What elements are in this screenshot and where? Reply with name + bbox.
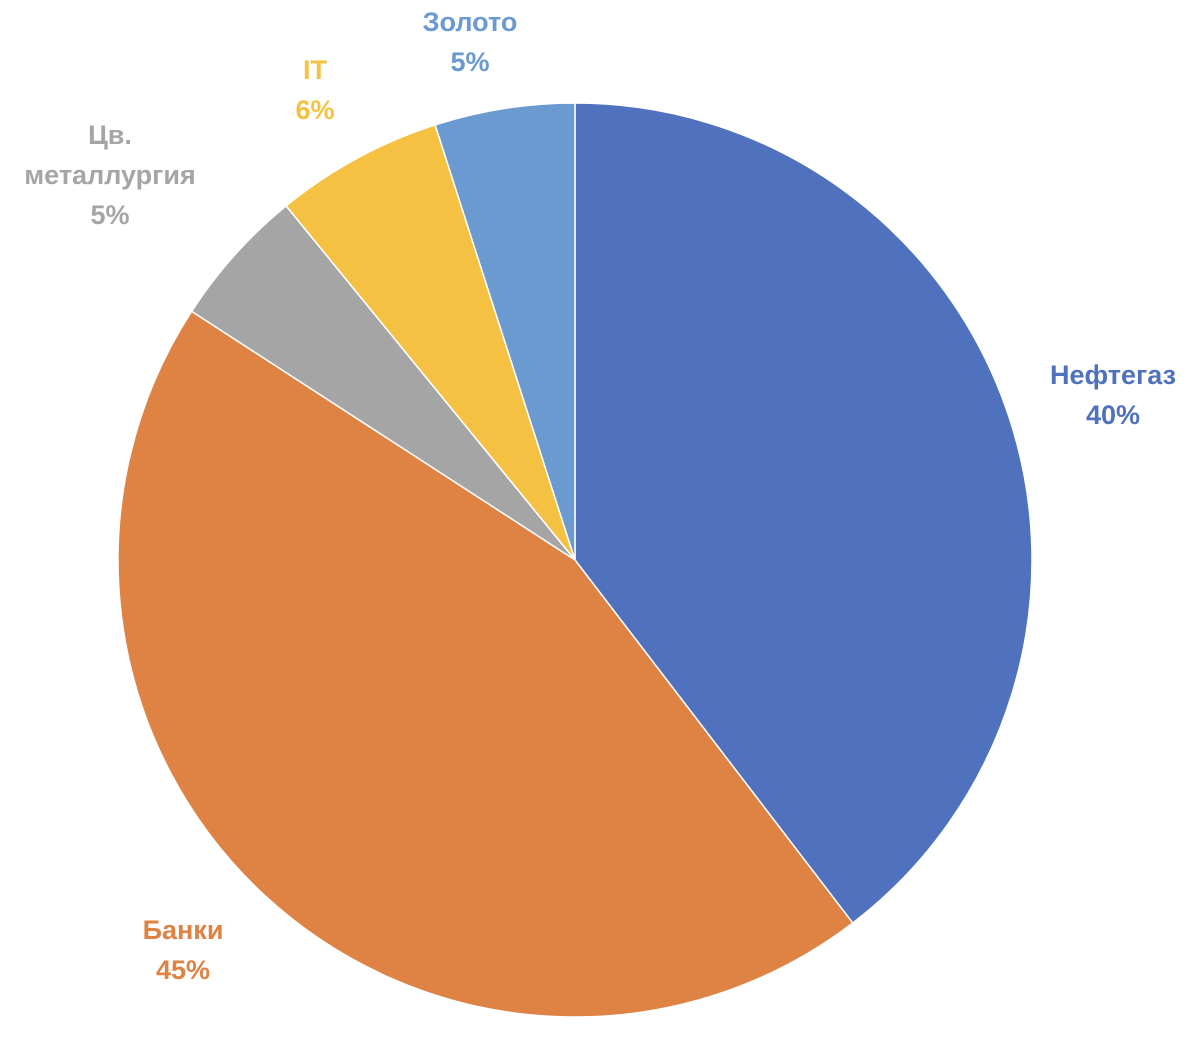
slice-label: Цв. металлургия 5% [5,115,215,235]
value-label: 45% [155,955,211,985]
pie-slice [574,102,1033,924]
value-label: 6% [295,95,335,125]
slice-label: Золото 5% [423,2,518,82]
value-label: 5% [450,47,490,77]
category-label: IT [303,55,327,85]
slice-label: Нефтегаз 40% [1050,355,1176,435]
slice-label: Банки 45% [143,910,224,990]
value-label: 5% [90,200,130,230]
category-label: Нефтегаз [1049,360,1177,390]
pie-slice [285,123,576,561]
category-label: Банки [142,915,224,945]
slice-label: IT 6% [295,50,334,130]
category-label: Цв. металлургия [24,120,196,190]
pie-slice [434,102,576,561]
value-label: 40% [1085,400,1141,430]
pie-slice [117,310,854,1018]
category-label: Золото [422,7,518,37]
